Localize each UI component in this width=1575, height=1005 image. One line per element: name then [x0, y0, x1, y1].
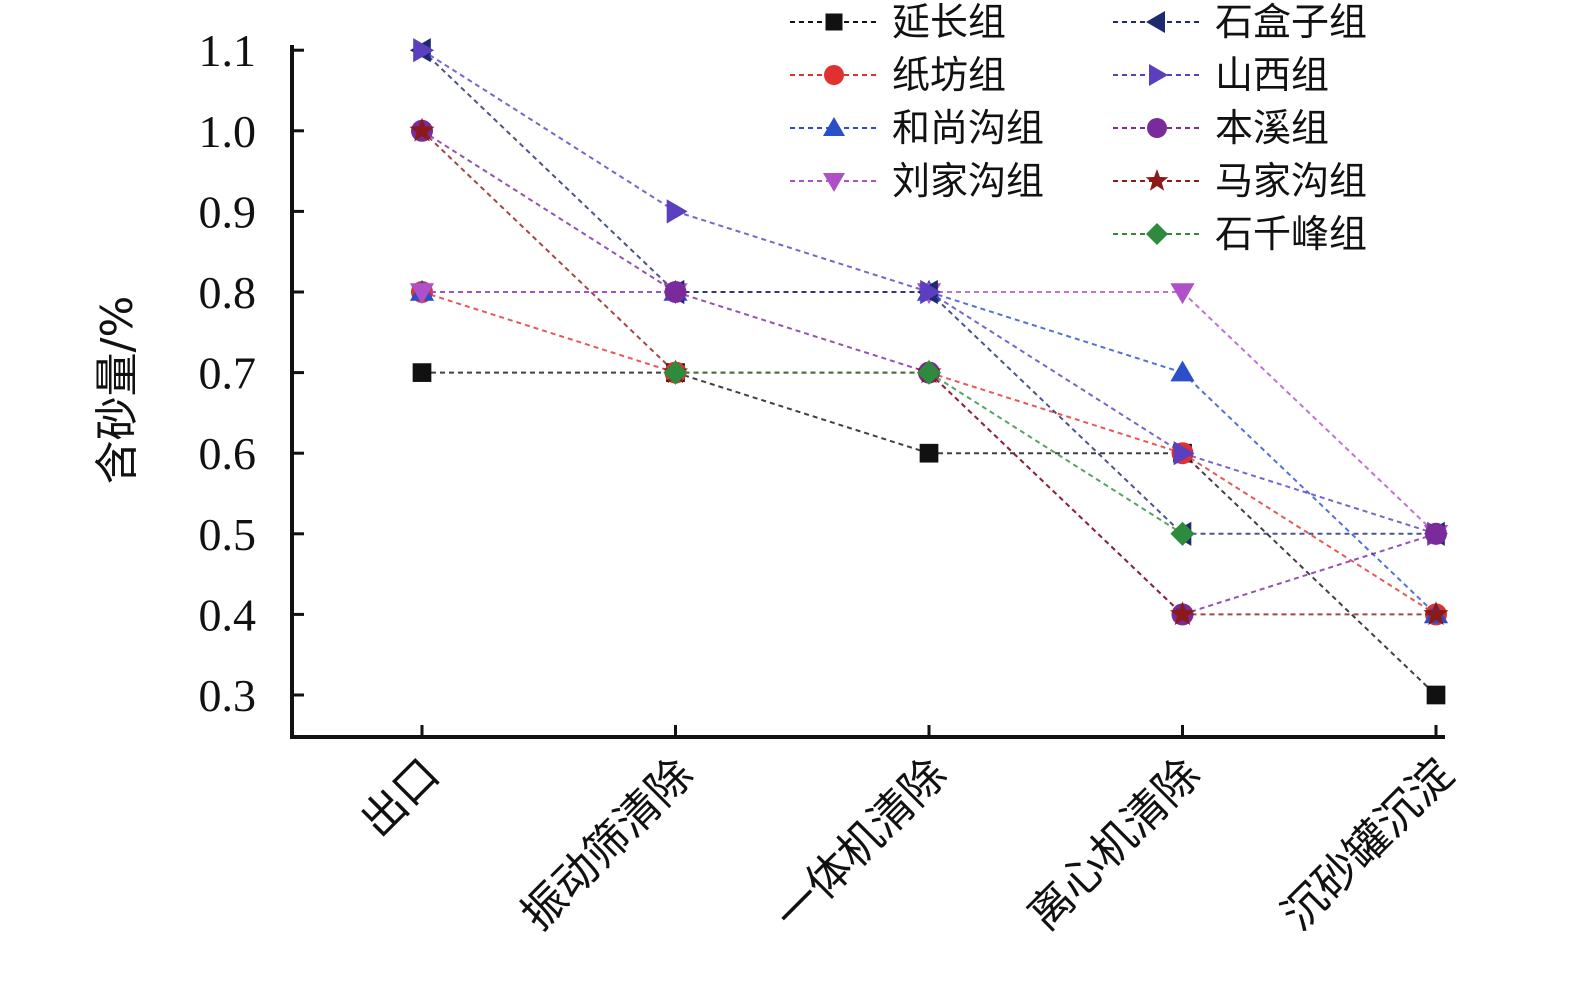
data-point-marker — [919, 443, 939, 463]
x-category-label: 离心机清除 — [1019, 749, 1211, 941]
x-category-label: 振动筛清除 — [512, 749, 704, 941]
y-tick-label: 0.6 — [199, 428, 257, 479]
legend-label: 石千峰组 — [1215, 212, 1367, 256]
data-point-marker — [824, 65, 844, 85]
legend-item: 石千峰组 — [1113, 212, 1367, 256]
x-category-label: 一体机清除 — [765, 749, 957, 941]
y-tick-label: 1.0 — [199, 106, 257, 157]
data-point-marker — [920, 279, 942, 305]
series-line-segment — [928, 291, 1183, 374]
legend-label: 山西组 — [1215, 53, 1329, 97]
legend-item: 山西组 — [1113, 53, 1329, 97]
x-category-label: 出口 — [351, 749, 449, 847]
data-point-marker — [823, 117, 845, 136]
data-point-marker — [412, 363, 432, 382]
legend-label: 和尚沟组 — [892, 106, 1044, 150]
y-tick-label: 0.4 — [199, 589, 257, 640]
series-line-segment — [675, 371, 930, 455]
data-point-marker — [409, 117, 435, 142]
series-刘家沟组 — [409, 283, 1449, 546]
y-axis-title: 含砂量/% — [92, 296, 143, 485]
data-point-marker — [825, 13, 843, 31]
series-line-segment — [1181, 291, 1437, 535]
data-point-marker — [413, 38, 435, 63]
data-point-marker — [666, 199, 688, 224]
legend-label: 延长组 — [892, 0, 1006, 44]
legend-label: 石盒子组 — [1215, 0, 1367, 44]
legend-item: 延长组 — [790, 0, 1006, 44]
series-line-segment — [421, 130, 677, 374]
data-point-marker — [1173, 441, 1195, 466]
legend-item: 刘家沟组 — [790, 159, 1044, 203]
y-tick-label: 0.3 — [199, 670, 257, 721]
legend-item: 马家沟组 — [1113, 159, 1367, 203]
series-layer — [409, 38, 1449, 705]
series-line-segment — [928, 371, 1184, 616]
data-point-marker — [1170, 283, 1195, 305]
legend-item: 和尚沟组 — [790, 106, 1044, 150]
series-line-segment — [421, 49, 677, 293]
data-point-marker — [1149, 64, 1168, 86]
y-tick-label: 0.8 — [199, 267, 257, 318]
series-延长组 — [412, 363, 1446, 705]
x-category-label: 沉砂罐沉淀 — [1272, 749, 1464, 941]
data-point-marker — [1170, 521, 1195, 546]
y-tick-label: 0.5 — [199, 509, 257, 560]
series-line-segment — [1181, 371, 1437, 616]
data-point-marker — [664, 281, 687, 303]
data-point-marker — [1145, 169, 1169, 191]
legend-label: 刘家沟组 — [892, 159, 1044, 203]
series-line-segment — [421, 49, 677, 213]
series-石千峰组 — [663, 360, 1195, 546]
legend-label: 本溪组 — [1215, 106, 1329, 150]
data-point-marker — [1425, 522, 1447, 545]
data-point-marker — [1170, 360, 1195, 382]
y-tick-label: 1.1 — [199, 25, 257, 76]
data-point-marker — [1147, 118, 1167, 138]
legend-item: 石盒子组 — [1113, 0, 1367, 44]
data-point-marker — [1169, 601, 1196, 626]
y-tick-label: 0.9 — [199, 186, 257, 237]
legend-item: 纸坊组 — [790, 53, 1006, 97]
data-point-marker — [1146, 223, 1168, 245]
data-point-marker — [409, 283, 435, 305]
data-point-marker — [1426, 685, 1446, 705]
series-line-segment — [675, 291, 930, 374]
data-point-marker — [663, 360, 688, 385]
series-line-segment — [928, 291, 1184, 455]
series-line-segment — [1181, 452, 1437, 696]
legend-label: 马家沟组 — [1215, 159, 1367, 203]
data-point-marker — [1423, 601, 1449, 626]
series-line-segment — [928, 291, 1184, 535]
legend-item: 本溪组 — [1113, 106, 1329, 150]
y-tick-label: 0.7 — [199, 348, 257, 399]
series-line-segment — [421, 291, 676, 374]
series-line-segment — [421, 129, 677, 293]
legend-label: 纸坊组 — [892, 53, 1006, 97]
data-point-marker — [916, 360, 942, 385]
data-point-marker — [823, 173, 845, 192]
series-line-segment — [675, 210, 930, 293]
data-point-marker — [1146, 11, 1165, 33]
